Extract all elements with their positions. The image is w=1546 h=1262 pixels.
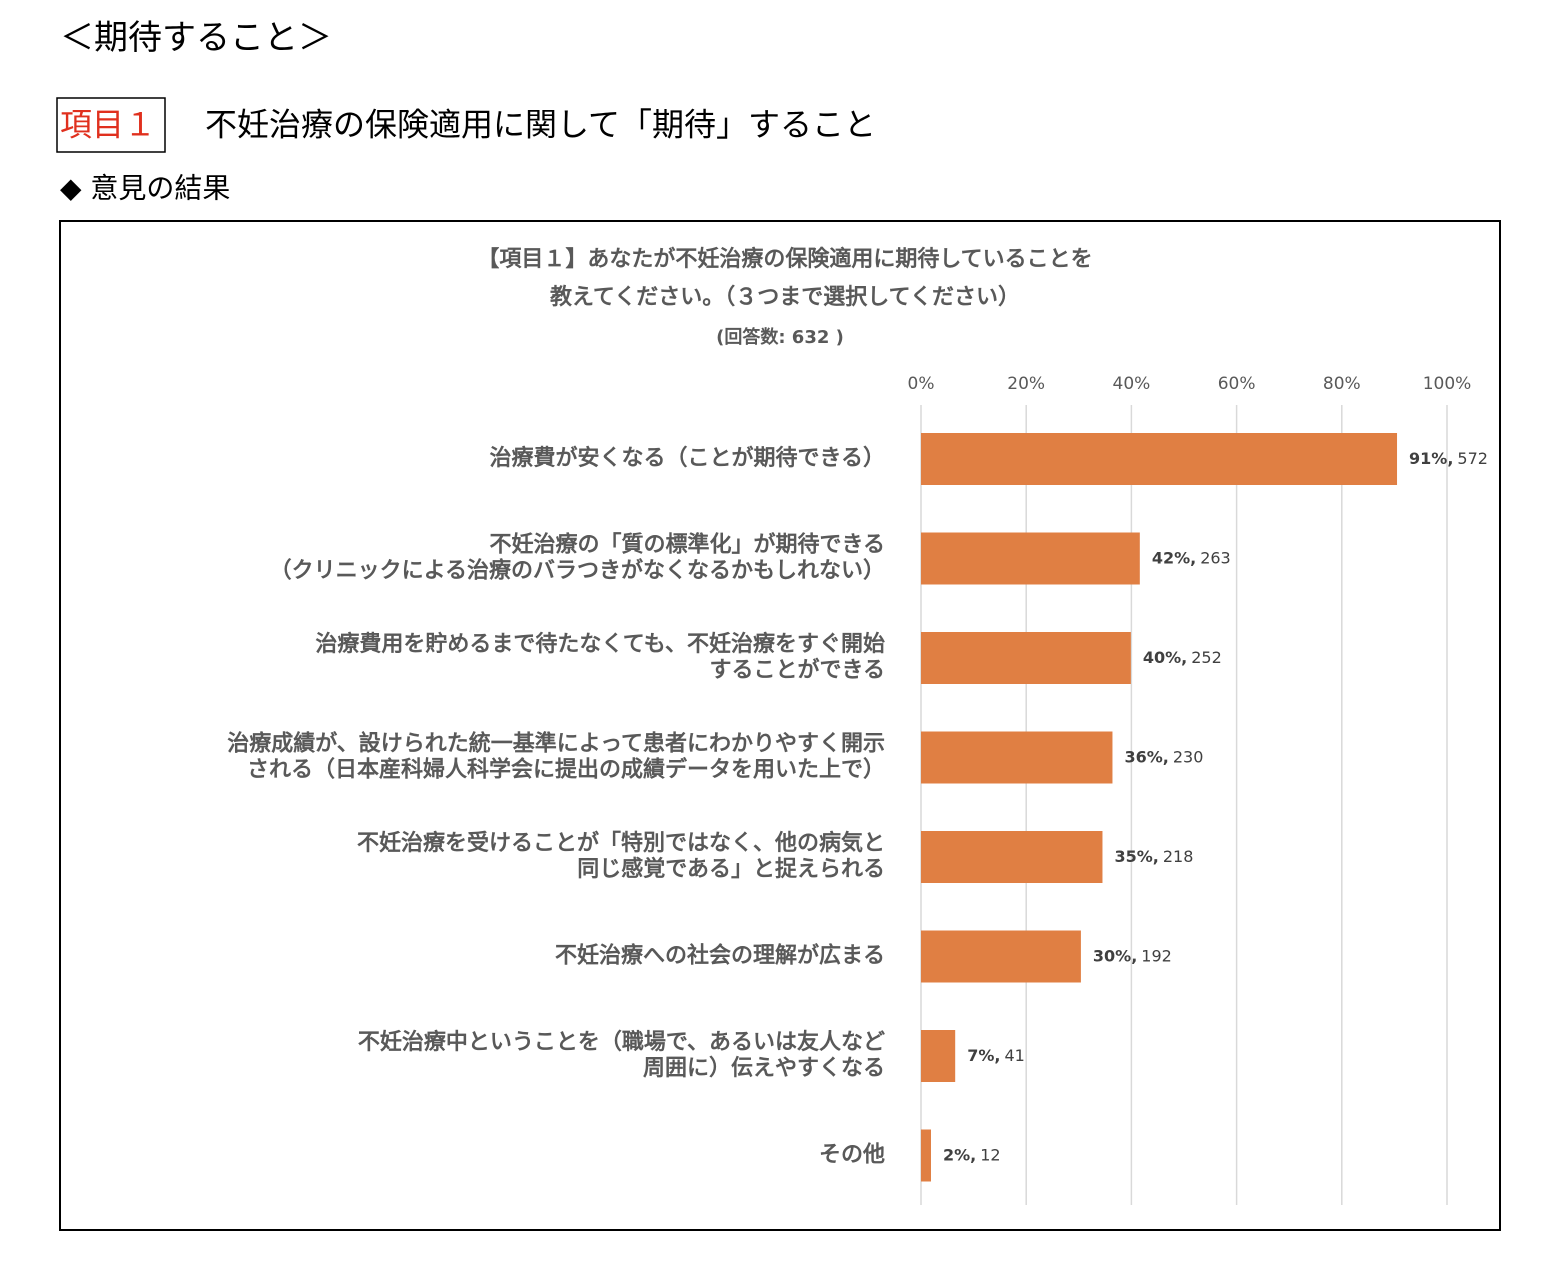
data-label-percent: 2%, [943, 1145, 976, 1164]
data-label: 30%, 192 [1093, 946, 1172, 965]
category-label: することができる [709, 657, 885, 683]
data-label-count: 252 [1191, 648, 1222, 667]
item-label: 項目１ [60, 106, 156, 144]
x-tick-label: 40% [1113, 374, 1151, 394]
category-label: 不妊治療中ということを（職場で、あるいは友人など [358, 1029, 885, 1055]
data-label: 91%, 572 [1409, 449, 1488, 468]
bar [921, 731, 1113, 784]
x-tick-label: 20% [1007, 374, 1045, 394]
category-label: （クリニックによる治療のバラつきがなくなるかもしれない） [270, 558, 885, 584]
category-label: 治療費用を貯めるまで待たなくても、不妊治療をすぐ開始 [315, 631, 885, 657]
item-title: 不妊治療の保険適用に関して「期待」すること [205, 106, 876, 144]
data-label-percent: 40%, [1143, 648, 1187, 667]
x-tick-label: 0% [908, 374, 935, 394]
category-label: その他 [819, 1143, 885, 1168]
x-tick-label: 100% [1423, 374, 1472, 394]
data-label-count: 263 [1200, 548, 1231, 567]
bar [921, 632, 1131, 684]
category-label: 周囲に）伝えやすくなる [643, 1056, 885, 1081]
data-label-count: 192 [1141, 946, 1172, 965]
category-label: 治療成績が、設けられた統一基準によって患者にわかりやすく開示 [227, 731, 885, 757]
bar [921, 930, 1081, 983]
heading: ＜期待すること＞ [60, 18, 332, 58]
category-label: 不妊治療を受けることが「特別ではなく、他の病気と [357, 830, 885, 856]
chart-frame [59, 220, 1501, 1231]
bar [921, 831, 1103, 883]
x-tick-label: 60% [1218, 374, 1256, 394]
section-title: ◆ 意見の結果 [60, 172, 230, 205]
data-label-percent: 91%, [1409, 449, 1453, 468]
data-label-percent: 30%, [1093, 946, 1137, 965]
data-label: 2%, 12 [943, 1145, 1001, 1164]
data-label: 35%, 218 [1114, 847, 1193, 866]
chart-subtitle: (回答数: 632 ) [716, 326, 844, 348]
bar [921, 1129, 931, 1182]
bar [921, 433, 1398, 485]
bar [921, 532, 1140, 585]
data-label-percent: 7%, [967, 1046, 1000, 1065]
data-label-percent: 36%, [1124, 747, 1168, 766]
data-label-count: 218 [1163, 847, 1194, 866]
category-label: 治療費が安くなる（ことが期待できる） [489, 445, 885, 471]
chart-title: 教えてください。（３つまで選択してください） [550, 284, 1020, 310]
data-label-count: 230 [1173, 747, 1204, 766]
bar [921, 1030, 956, 1082]
data-label-count: 572 [1457, 449, 1488, 468]
category-label: 不妊治療への社会の理解が広まる [555, 943, 885, 969]
chart-title: 【項目１】あなたが不妊治療の保険適用に期待していることを [477, 246, 1092, 272]
category-label: される（日本産科婦人科学会に提出の成績データを用いた上で） [247, 757, 885, 783]
data-label-percent: 42%, [1152, 548, 1196, 567]
category-label: 不妊治療の「質の標準化」が期待できる [489, 532, 885, 558]
category-label: 同じ感覚である」と捉えられる [577, 856, 885, 882]
data-label-percent: 35%, [1114, 847, 1158, 866]
data-label: 42%, 263 [1152, 548, 1231, 567]
x-tick-label: 80% [1323, 374, 1361, 394]
data-label: 40%, 252 [1143, 648, 1222, 667]
item-box [56, 97, 166, 153]
data-label-count: 12 [980, 1145, 1000, 1164]
data-label: 7%, 41 [967, 1046, 1025, 1065]
data-label: 36%, 230 [1124, 747, 1203, 766]
data-label-count: 41 [1004, 1046, 1024, 1065]
